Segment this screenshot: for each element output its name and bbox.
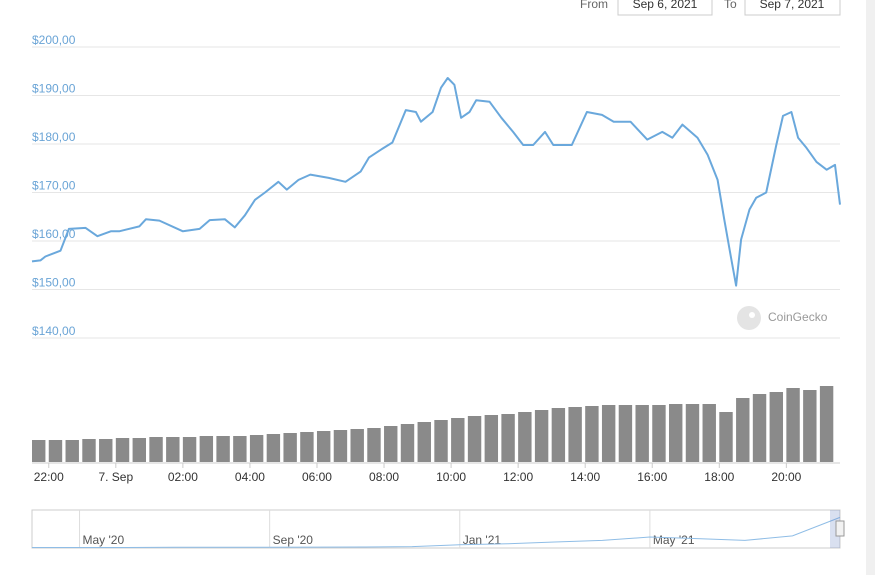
volume-bar — [451, 418, 465, 462]
y-tick-label: $140,00 — [32, 324, 76, 338]
price-line — [31, 77, 841, 287]
volume-bar — [518, 412, 532, 462]
to-date[interactable]: Sep 7, 2021 — [760, 0, 825, 11]
to-label: To — [724, 0, 737, 11]
navigator-line — [32, 516, 841, 548]
volume-bar — [384, 426, 398, 462]
x-tick-label: 12:00 — [503, 470, 533, 484]
watermark-icon-eye — [749, 312, 755, 318]
volume-bar — [367, 428, 381, 462]
volume-bar — [266, 434, 281, 462]
volume-bar — [149, 437, 163, 462]
x-tick-label: 7. Sep — [98, 470, 133, 484]
x-tick-label: 06:00 — [302, 470, 332, 484]
y-tick-label: $180,00 — [32, 130, 76, 144]
volume-bar — [685, 404, 700, 462]
volume-bar — [652, 405, 666, 462]
volume-bar — [249, 435, 264, 462]
volume-bar — [400, 424, 415, 462]
volume-bar — [669, 404, 683, 462]
volume-bar — [484, 415, 499, 462]
volume-bar — [752, 394, 767, 462]
volume-bar — [132, 438, 146, 462]
volume-bar — [166, 437, 180, 462]
volume-bar — [501, 414, 515, 462]
volume-bar — [534, 410, 549, 462]
volume-bar — [300, 432, 314, 462]
volume-bar — [702, 404, 716, 462]
volume-bar — [736, 398, 750, 462]
y-tick-label: $150,00 — [32, 276, 76, 290]
volume-bar — [199, 436, 214, 462]
x-tick-label: 14:00 — [570, 470, 600, 484]
volume-bar — [182, 437, 197, 462]
volume-bar — [551, 408, 566, 462]
volume-bar — [601, 405, 616, 462]
volume-bar — [819, 386, 834, 462]
from-label: From — [580, 0, 608, 11]
x-tick-label: 08:00 — [369, 470, 399, 484]
volume-bar — [568, 407, 582, 462]
volume-bar — [48, 440, 63, 462]
x-tick-label: 10:00 — [436, 470, 466, 484]
volume-bar — [585, 406, 599, 462]
y-tick-label: $170,00 — [32, 179, 76, 193]
volume-bar — [467, 416, 482, 462]
scrollbar — [866, 0, 875, 575]
x-tick-label: 22:00 — [34, 470, 64, 484]
volume-bar — [635, 405, 649, 462]
y-tick-label: $190,00 — [32, 82, 76, 96]
volume-bar — [233, 436, 247, 462]
navigator-handle[interactable] — [835, 520, 845, 537]
y-tick-label: $200,00 — [32, 33, 76, 47]
volume-bar — [316, 431, 331, 462]
navigator-tick-label: May '21 — [653, 533, 695, 547]
volume-bar — [769, 392, 784, 462]
volume-bar — [333, 430, 348, 462]
volume-bar — [32, 440, 46, 462]
x-tick-label: 04:00 — [235, 470, 265, 484]
from-input[interactable] — [617, 0, 713, 16]
navigator-tick-label: Sep '20 — [273, 533, 314, 547]
volume-bar — [618, 405, 633, 462]
volume-bar — [283, 433, 297, 462]
volume-bar — [115, 438, 130, 462]
volume-bar — [417, 422, 431, 462]
to-input[interactable] — [744, 0, 841, 16]
volume-bar — [786, 388, 800, 462]
x-tick-label: 02:00 — [168, 470, 198, 484]
volume-bar — [803, 390, 817, 462]
volume-bar — [434, 420, 448, 462]
volume-bar — [216, 436, 230, 462]
x-tick-label: 16:00 — [637, 470, 667, 484]
volume-bar — [350, 429, 364, 462]
from-date[interactable]: Sep 6, 2021 — [633, 0, 698, 11]
navigator-tick-label: May '20 — [83, 533, 125, 547]
x-tick-label: 18:00 — [704, 470, 734, 484]
watermark-icon — [737, 306, 761, 330]
volume-bar — [65, 440, 79, 462]
x-tick-label: 20:00 — [771, 470, 801, 484]
watermark: CoinGecko — [768, 310, 828, 324]
volume-bar — [82, 439, 96, 462]
navigator-frame — [31, 509, 841, 549]
volume-bar — [719, 412, 733, 462]
navigator-selection[interactable] — [830, 510, 840, 548]
volume-bar — [99, 439, 113, 462]
